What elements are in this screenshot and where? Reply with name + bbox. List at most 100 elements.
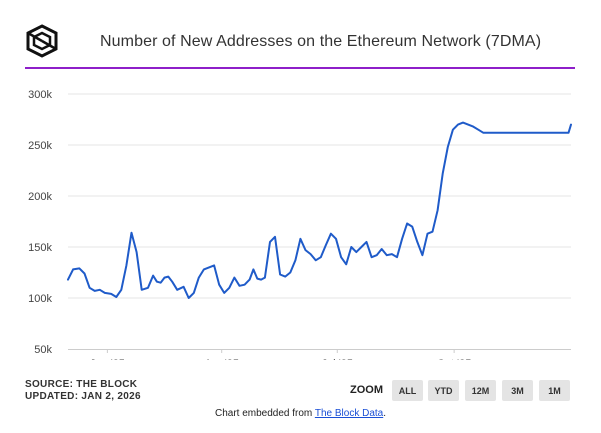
line-chart[interactable]: 50k 100k 150k 200k 250k 300k Jan '25 Apr '25 Jul… [0,70,601,360]
embed-credit-suffix: . [383,408,387,419]
data-point-0-85 [493,132,495,134]
x-tick-label-3: Oct '25 [437,358,472,360]
data-point-0-8 [110,293,112,295]
data-point-0-86 [498,132,500,134]
data-point-0-51 [320,256,322,258]
data-point-0-0 [67,279,69,281]
data-point-0-66 [396,256,398,258]
data-point-0-48 [305,249,307,251]
chart-title: Number of New Addresses on the Ethereum … [100,33,542,50]
data-point-0-29 [213,264,215,266]
zoom-all-button[interactable]: ALL [392,380,423,401]
data-point-0-12 [131,232,133,234]
data-point-0-70 [416,241,418,243]
data-point-0-6 [99,289,101,291]
data-point-0-78 [457,124,459,126]
x-tick-label-1: Apr '25 [204,358,239,360]
data-point-0-5 [94,290,96,292]
data-point-0-27 [203,268,205,270]
data-point-0-83 [482,132,484,134]
y-tick-label-1: 100k [28,293,52,305]
data-point-0-28 [208,266,210,268]
data-point-0-55 [340,256,342,258]
source-label: SOURCE: THE BLOCK [25,379,138,390]
data-point-0-44 [284,276,286,278]
data-point-0-64 [386,254,388,256]
data-point-0-1 [72,268,74,270]
data-point-0-33 [233,277,235,279]
data-point-0-73 [432,231,434,233]
data-point-0-94 [538,132,540,134]
embed-credit-prefix: Chart embedded from [214,408,315,419]
data-point-0-39 [260,279,262,281]
y-tick-label-0: 50k [34,344,52,356]
data-point-0-37 [252,268,254,270]
data-point-0-54 [335,238,337,240]
data-point-0-95 [543,132,545,134]
data-point-0-93 [533,132,535,134]
data-point-0-67 [401,238,403,240]
updated-label: UPDATED: JAN 2, 2026 [25,391,141,402]
data-point-0-69 [411,226,413,228]
data-point-0-72 [427,233,429,235]
source-block: SOURCE: THE BLOCK UPDATED: JAN 2, 2026 [25,379,141,403]
data-point-0-35 [244,284,246,286]
data-point-0-65 [391,253,393,255]
data-point-0-11 [125,264,127,266]
data-point-0-36 [249,279,251,281]
data-point-0-52 [325,244,327,246]
data-point-0-56 [345,263,347,265]
data-point-0-26 [198,277,200,279]
data-point-0-9 [115,296,117,298]
zoom-ytd-button[interactable]: YTD [428,380,459,401]
data-point-0-82 [477,129,479,131]
data-point-0-41 [269,241,271,243]
zoom-1m-button[interactable]: 1M [539,380,570,401]
data-point-0-88 [508,132,510,134]
data-point-0-10 [120,289,122,291]
data-point-0-62 [376,254,378,256]
series-line-0 [67,121,572,299]
data-point-0-34 [239,285,241,287]
data-point-0-91 [523,132,525,134]
data-point-0-18 [160,282,162,284]
data-point-0-4 [89,287,91,289]
data-point-0-38 [256,278,258,280]
the-block-data-link[interactable]: The Block Data [314,408,384,419]
y-tick-label-4: 250k [28,140,52,152]
y-tick-label-2: 150k [28,242,52,254]
chart-header: Number of New Addresses on the Ethereum … [0,0,601,68]
data-point-0-32 [228,287,230,289]
data-point-0-77 [452,129,454,131]
data-point-0-13 [136,251,138,253]
data-point-0-22 [176,289,178,291]
data-point-0-98 [559,132,561,134]
data-point-0-47 [299,238,301,240]
data-point-0-89 [513,132,515,134]
x-tick-label-0: Jan '25 [90,358,125,360]
data-point-0-60 [366,241,368,243]
data-point-0-61 [371,256,373,258]
data-point-0-21 [171,281,173,283]
data-point-0-68 [406,223,408,225]
data-point-0-92 [528,132,530,134]
data-point-0-2 [78,267,80,269]
zoom-3m-button[interactable]: 3M [502,380,533,401]
data-point-0-17 [156,281,158,283]
data-point-0-90 [518,132,520,134]
data-point-0-57 [350,246,352,248]
data-point-0-30 [218,284,220,286]
y-tick-label-3: 200k [28,191,52,203]
data-point-0-80 [467,124,469,126]
data-point-0-43 [279,274,281,276]
data-point-0-58 [355,251,357,253]
data-point-0-50 [315,259,317,261]
data-point-0-75 [442,173,444,175]
data-point-0-59 [360,246,362,248]
zoom-12m-button[interactable]: 12M [465,380,496,401]
data-point-0-87 [503,132,505,134]
data-point-0-20 [167,276,169,278]
data-point-0-45 [289,272,291,274]
data-point-0-19 [164,277,166,279]
data-point-0-3 [84,273,86,275]
